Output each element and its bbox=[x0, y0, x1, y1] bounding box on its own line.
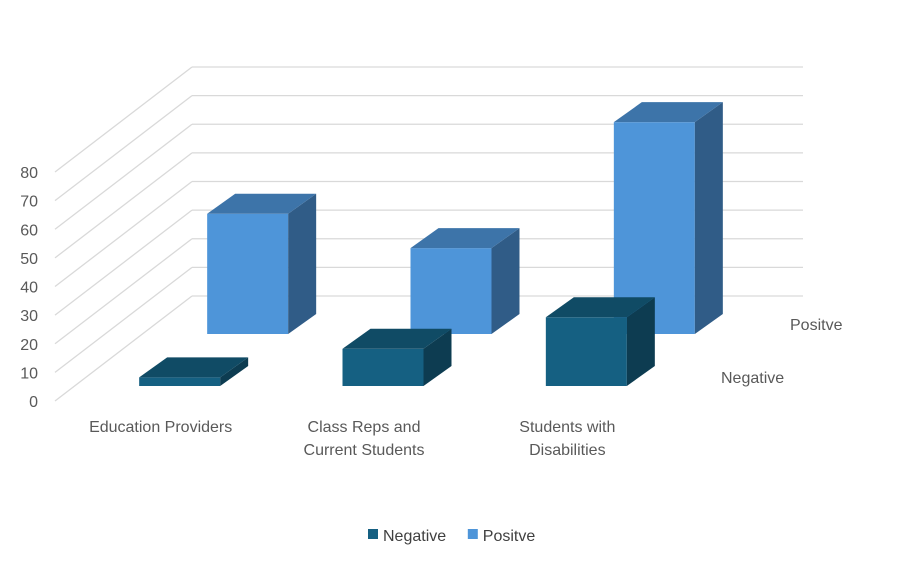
side-wall-gridline bbox=[54, 66, 193, 173]
bar-side-positve bbox=[288, 193, 317, 334]
bar-front-negative bbox=[545, 317, 627, 386]
side-wall-gridline bbox=[54, 152, 193, 259]
depth-axis-series-labels: Negative Positve bbox=[721, 317, 843, 387]
category-label: Disabilities bbox=[529, 442, 605, 459]
category-label: Students with bbox=[519, 419, 615, 436]
bar-front-negative bbox=[342, 348, 424, 386]
y-tick-label: 30 bbox=[20, 308, 38, 325]
bar-top-negative bbox=[139, 357, 249, 378]
bar-side-negative bbox=[220, 357, 249, 386]
y-tick-label: 40 bbox=[20, 280, 38, 297]
side-wall-gridline bbox=[54, 123, 193, 230]
bar-side-positve bbox=[694, 102, 723, 334]
y-tick-label: 60 bbox=[20, 222, 38, 239]
legend-swatch bbox=[368, 529, 378, 539]
side-wall-gridline bbox=[54, 295, 193, 402]
side-wall-gridline bbox=[54, 266, 193, 373]
bar-top-negative bbox=[342, 328, 452, 349]
y-axis-tick-labels: 0 10 20 30 40 50 60 70 80 bbox=[20, 165, 38, 411]
bar-top-negative bbox=[545, 297, 655, 318]
category-label: Current Students bbox=[304, 442, 425, 459]
y-tick-label: 50 bbox=[20, 251, 38, 268]
bar-top-positve bbox=[410, 228, 520, 249]
series-axis-label: Positve bbox=[790, 317, 843, 334]
bar-front-negative bbox=[139, 377, 221, 386]
bar-top-positve bbox=[613, 102, 723, 123]
legend-swatch bbox=[467, 529, 478, 539]
bar-side-positve bbox=[491, 228, 520, 334]
bar-front-positve bbox=[207, 213, 289, 334]
category-label: Class Reps and bbox=[308, 419, 421, 436]
y-tick-label: 20 bbox=[20, 337, 38, 354]
side-wall-gridline bbox=[54, 209, 193, 316]
category-label: Education Providers bbox=[89, 419, 232, 436]
x-axis-category-labels: Education Providers Class Reps and Current… bbox=[89, 419, 615, 459]
y-tick-label: 70 bbox=[20, 194, 38, 211]
y-tick-label: 10 bbox=[20, 365, 38, 382]
side-wall-gridline bbox=[54, 238, 193, 345]
series-axis-label: Negative bbox=[721, 370, 784, 387]
y-tick-label: 80 bbox=[20, 165, 38, 182]
bar-side-negative bbox=[626, 297, 655, 386]
side-wall-gridline bbox=[54, 180, 193, 288]
side-wall-gridline bbox=[54, 95, 193, 202]
legend-label: Positve bbox=[483, 528, 536, 545]
bar-side-negative bbox=[423, 328, 452, 386]
legend: Negative Positve bbox=[368, 528, 535, 545]
legend-label: Negative bbox=[383, 528, 446, 545]
bars bbox=[139, 102, 723, 386]
bar-front-positve bbox=[410, 248, 492, 334]
bar-top-positve bbox=[207, 193, 317, 214]
y-tick-label: 0 bbox=[29, 394, 38, 411]
